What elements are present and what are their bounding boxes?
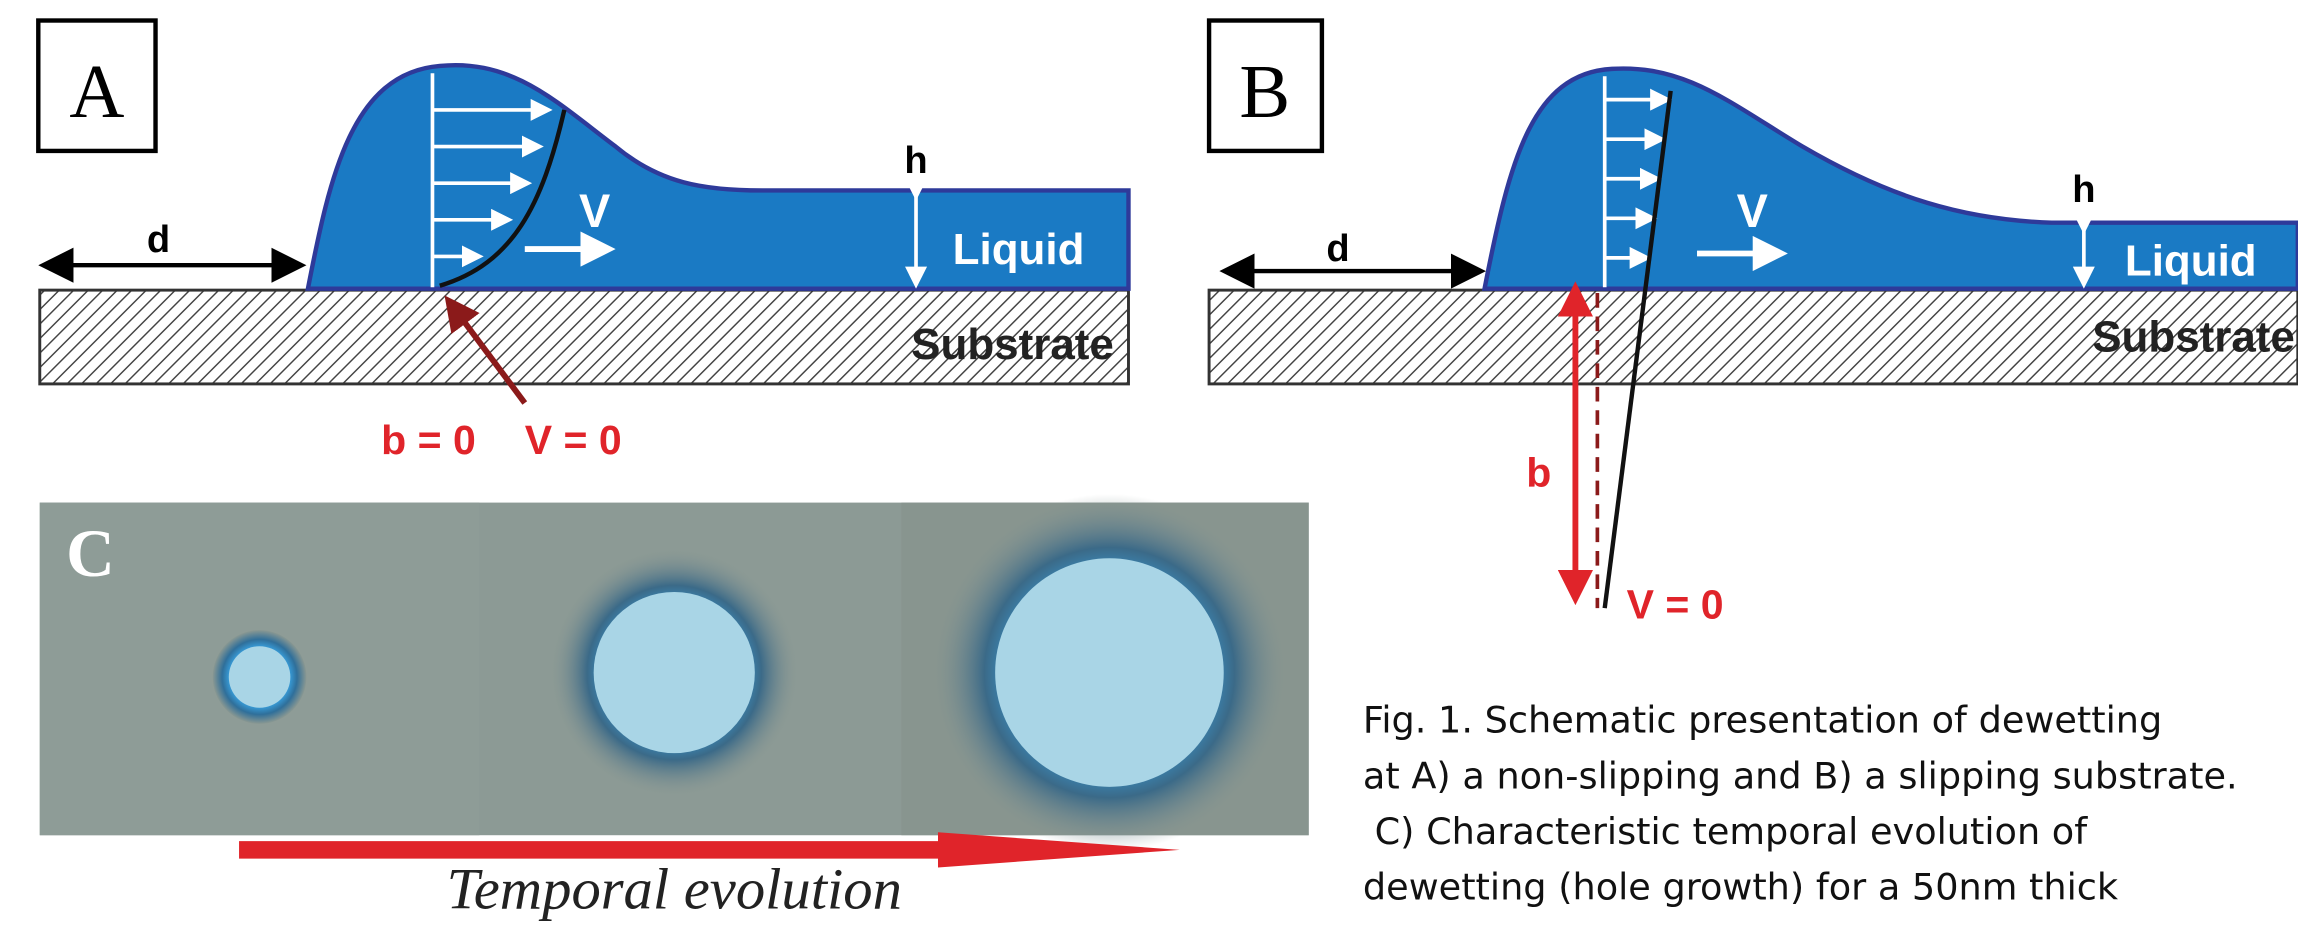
liquid-label: Liquid bbox=[953, 225, 1085, 274]
caption-line: Fig. 1. Schematic presentation of dewett… bbox=[1363, 699, 2162, 742]
b-label: b bbox=[1526, 449, 1551, 495]
caption-line: dewetting (hole growth) for a 50nm thick bbox=[1363, 866, 2119, 909]
panel-label: A bbox=[69, 50, 124, 134]
panel-label: C bbox=[66, 516, 115, 591]
caption-line: at A) a non-slipping and B) a slipping s… bbox=[1363, 754, 2238, 797]
figure: A V h Liquid Substrate d b = 0 V = 0 B V… bbox=[0, 0, 2298, 929]
panel-label: B bbox=[1239, 50, 1290, 134]
h-label: h bbox=[2072, 169, 2095, 211]
panel-b: B V h Liquid Substrate d b V = 0 bbox=[1209, 21, 2298, 628]
annotation: V = 0 bbox=[525, 417, 622, 463]
h-label: h bbox=[904, 140, 927, 182]
hole bbox=[229, 646, 291, 708]
annotation: b = 0 bbox=[381, 417, 476, 463]
substrate-label: Substrate bbox=[2092, 313, 2295, 362]
hole bbox=[995, 558, 1224, 787]
liquid-label: Liquid bbox=[2125, 236, 2257, 285]
velocity-label: V bbox=[579, 185, 610, 237]
panel-a: A V h Liquid Substrate d b = 0 V = 0 bbox=[38, 21, 1128, 464]
caption-line: C) Characteristic temporal evolution of bbox=[1363, 810, 2088, 853]
caption: Fig. 1. Schematic presentation of dewett… bbox=[1363, 699, 2238, 909]
arrow-label: Temporal evolution bbox=[447, 856, 902, 921]
velocity-label: V bbox=[1737, 185, 1768, 237]
d-label: d bbox=[1326, 228, 1349, 270]
annotation: V = 0 bbox=[1627, 581, 1724, 627]
substrate-label: Substrate bbox=[911, 320, 1114, 369]
panel-c: C Temporal evolution bbox=[40, 494, 1309, 922]
hole bbox=[594, 592, 755, 753]
d-label: d bbox=[147, 219, 170, 261]
